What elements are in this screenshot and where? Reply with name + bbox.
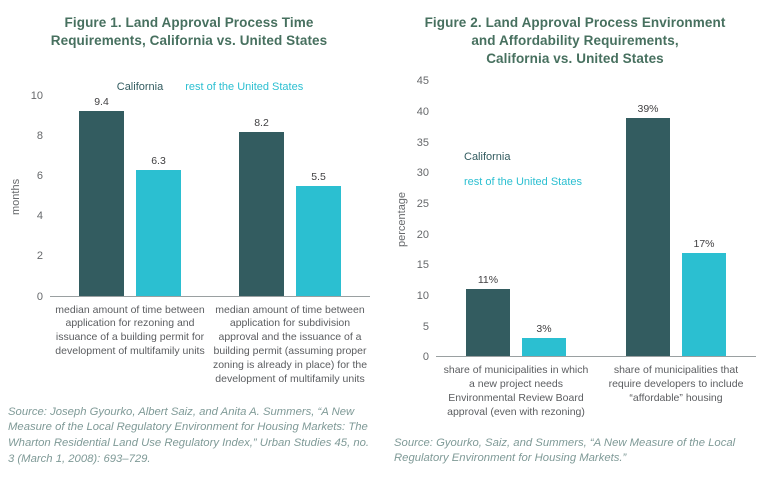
figure1-title: Figure 1. Land Approval Process Time Req… <box>50 15 328 48</box>
bar-value-label: 3% <box>536 323 552 336</box>
figure2-category-axis: share of municipalities in which a new p… <box>436 357 756 419</box>
figure2-bar-groups: 11% 3% 39% 17 <box>436 81 756 357</box>
y-tick-label: 0 <box>36 290 43 303</box>
category-label-affordable-housing: share of municipalities that require dev… <box>608 364 744 405</box>
category-cell: share of municipalities that require dev… <box>596 357 756 419</box>
y-tick-label: 6 <box>36 170 43 183</box>
category-cell: median amount of time between applicatio… <box>50 297 210 387</box>
figure1-chart: months 10 8 6 4 2 0 California rest of t… <box>8 81 370 303</box>
bar-california: 8.2 <box>239 96 284 296</box>
y-tick-label: 10 <box>416 290 429 303</box>
category-cell: median amount of time between applicatio… <box>210 297 370 387</box>
y-tick-label: 0 <box>422 351 429 364</box>
y-tick-label: 40 <box>416 106 429 119</box>
bar-group-affordable-housing: 39% 17% <box>596 81 756 357</box>
bar-california: 39% <box>626 81 670 357</box>
figure1-category-axis: median amount of time between applicatio… <box>50 297 370 387</box>
legend-california: California <box>464 151 511 164</box>
figure2-y-axis-title: percentage <box>396 191 408 247</box>
bar-rest-of-united-states: 6.3 <box>136 96 181 296</box>
figure1-legend: California rest of the United States <box>50 81 370 93</box>
bar-rest-of-united-states: 17% <box>682 81 726 357</box>
category-cell: share of municipalities in which a new p… <box>436 357 596 419</box>
bar-group-environmental-review: 11% 3% <box>436 81 596 357</box>
y-tick-label: 4 <box>36 210 43 223</box>
bar-rect-california <box>239 131 284 296</box>
bar-california: 9.4 <box>79 96 124 296</box>
bar-rest-of-united-states: 5.5 <box>296 96 341 296</box>
bar-group-rezoning: 9.4 6.3 <box>50 96 210 296</box>
figure1-bar-groups: 9.4 6.3 8.2 5 <box>50 96 370 296</box>
legend-rest-of-united-states: rest of the United States <box>185 80 304 93</box>
figure2-panel: Figure 2. Land Approval Process Environm… <box>384 0 768 491</box>
bar-value-label: 8.2 <box>254 116 269 129</box>
figure1-y-axis: 10 8 6 4 2 0 <box>24 90 50 303</box>
figure1-y-axis-title: months <box>10 178 22 215</box>
bar-rect-rest-of-united-states <box>522 338 566 357</box>
figure1-plot-area: California rest of the United States 9.4… <box>50 81 370 297</box>
bar-rect-california <box>79 110 124 296</box>
y-tick-label: 10 <box>30 89 43 102</box>
figure1-source-citation: Source: Joseph Gyourko, Albert Saiz, and… <box>8 405 370 465</box>
bar-value-label: 5.5 <box>311 170 326 183</box>
y-tick-label: 2 <box>36 250 43 263</box>
bar-value-label: 6.3 <box>151 154 166 167</box>
y-tick-label: 20 <box>416 228 429 241</box>
figure2-plot-area: California rest of the United States 11%… <box>436 81 756 358</box>
figure2-chart: percentage 45 40 35 30 25 20 15 10 5 0 C… <box>394 75 756 363</box>
bar-value-label: 11% <box>477 274 499 287</box>
bar-value-label: 39% <box>637 103 659 116</box>
bar-rest-of-united-states: 3% <box>522 81 566 357</box>
bar-value-label: 9.4 <box>94 95 109 108</box>
legend-california: California <box>116 80 164 93</box>
y-tick-label: 5 <box>422 320 429 333</box>
figure2-source-citation: Source: Gyourko, Saiz, and Summers, “A N… <box>394 436 736 465</box>
bar-rect-rest-of-united-states <box>296 185 341 296</box>
figure2-y-axis: 45 40 35 30 25 20 15 10 5 0 <box>410 75 436 363</box>
bar-group-subdivision: 8.2 5.5 <box>210 96 370 296</box>
bar-rect-california <box>466 289 510 357</box>
bar-value-label: 17% <box>693 237 715 250</box>
figure2-title: Figure 2. Land Approval Process Environm… <box>424 15 726 66</box>
figure2-legend: California rest of the United States <box>464 151 582 188</box>
bar-rect-rest-of-united-states <box>682 252 726 357</box>
category-label-subdivision: median amount of time between applicatio… <box>212 303 368 385</box>
bar-rect-rest-of-united-states <box>136 169 181 296</box>
category-label-environmental-review: share of municipalities in which a new p… <box>443 364 589 419</box>
bar-rect-california <box>626 118 670 357</box>
y-tick-label: 35 <box>416 136 429 149</box>
y-tick-label: 25 <box>416 198 429 211</box>
bar-california: 11% <box>466 81 510 357</box>
legend-rest-of-united-states: rest of the United States <box>464 176 583 189</box>
figure1-panel: Figure 1. Land Approval Process Time Req… <box>8 15 370 465</box>
category-label-rezoning: median amount of time between applicatio… <box>55 303 205 358</box>
y-tick-label: 15 <box>416 259 429 272</box>
y-tick-label: 45 <box>416 75 429 88</box>
y-tick-label: 8 <box>36 129 43 142</box>
y-tick-label: 30 <box>416 167 429 180</box>
